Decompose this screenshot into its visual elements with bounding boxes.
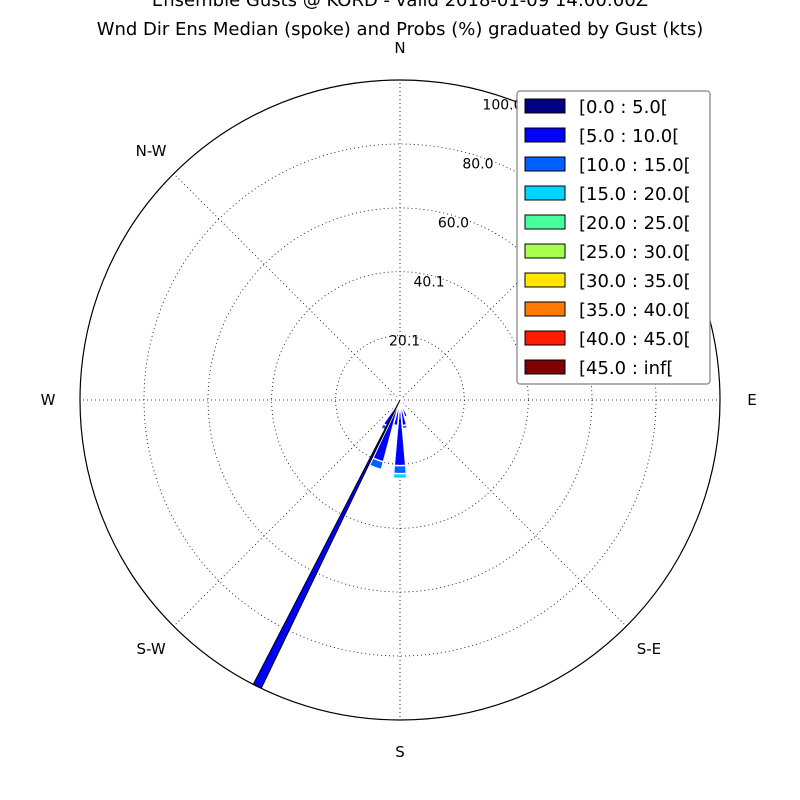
direction-label: N-W bbox=[136, 142, 167, 160]
radial-tick-label: 100.0 bbox=[482, 97, 522, 113]
radial-tick-label: 20.1 bbox=[389, 334, 420, 350]
radial-tick-label: 60.0 bbox=[438, 216, 469, 232]
legend-label: [15.0 : 20.0[ bbox=[579, 184, 691, 205]
legend-label: [40.0 : 45.0[ bbox=[579, 329, 691, 350]
direction-label: W bbox=[41, 391, 56, 409]
legend-swatch bbox=[524, 214, 566, 230]
legend-swatch bbox=[524, 127, 566, 143]
direction-labels: NN-EES-ESS-WWN-W bbox=[41, 39, 757, 761]
chart-title: Ensemble Gusts @ KORD - valid 2018-01-09… bbox=[151, 0, 649, 11]
grid-spoke bbox=[399, 173, 627, 401]
radial-tick-label: 40.1 bbox=[414, 274, 445, 290]
petal-segment bbox=[387, 391, 401, 401]
legend-label: [10.0 : 15.0[ bbox=[579, 155, 691, 176]
legend-label: [45.0 : inf[ bbox=[579, 358, 673, 379]
direction-label: E bbox=[747, 391, 756, 409]
legend-label: [5.0 : 10.0[ bbox=[579, 126, 679, 147]
grid-ring bbox=[271, 271, 529, 529]
legend-swatch bbox=[524, 272, 566, 288]
legend-swatch bbox=[524, 185, 566, 201]
grid-spoke bbox=[173, 399, 401, 627]
grid-spoke bbox=[173, 173, 401, 401]
legend-swatch bbox=[524, 301, 566, 317]
polar-border bbox=[79, 79, 721, 721]
grid-ring bbox=[207, 207, 593, 593]
legend-label: [25.0 : 30.0[ bbox=[579, 242, 691, 263]
legend-swatch bbox=[524, 156, 566, 172]
legend-swatch bbox=[524, 243, 566, 259]
legend-label: [30.0 : 35.0[ bbox=[579, 271, 691, 292]
legend-label: [35.0 : 40.0[ bbox=[579, 300, 691, 321]
direction-label: S bbox=[395, 743, 405, 761]
petals bbox=[367, 391, 410, 480]
direction-label: N bbox=[394, 39, 405, 57]
radial-tick-label: 80.0 bbox=[462, 156, 493, 172]
legend-label: [0.0 : 5.0[ bbox=[579, 97, 668, 118]
direction-label: S-E bbox=[637, 640, 661, 658]
chart-subtitle: Wnd Dir Ens Median (spoke) and Probs (%)… bbox=[96, 19, 704, 40]
legend-label: [20.0 : 25.0[ bbox=[579, 213, 691, 234]
petal-segment bbox=[398, 398, 401, 401]
radial-tick-labels: 20.1 40.1 60.0 80.0 100.0 bbox=[389, 97, 522, 349]
grid-spoke bbox=[399, 399, 627, 627]
legend-swatch bbox=[524, 98, 566, 114]
petal-segment bbox=[393, 399, 407, 467]
direction-label: S-W bbox=[137, 640, 166, 658]
petal-segment bbox=[391, 399, 401, 408]
grid-ring bbox=[143, 143, 657, 657]
legend: [0.0 : 5.0[ [5.0 : 10.0[ [10.0 : 15.0[ [15.… bbox=[516, 90, 711, 385]
legend-swatch bbox=[524, 330, 566, 346]
petal-segment bbox=[399, 399, 407, 410]
outer-circle bbox=[79, 79, 721, 721]
legend-swatch bbox=[524, 359, 566, 375]
